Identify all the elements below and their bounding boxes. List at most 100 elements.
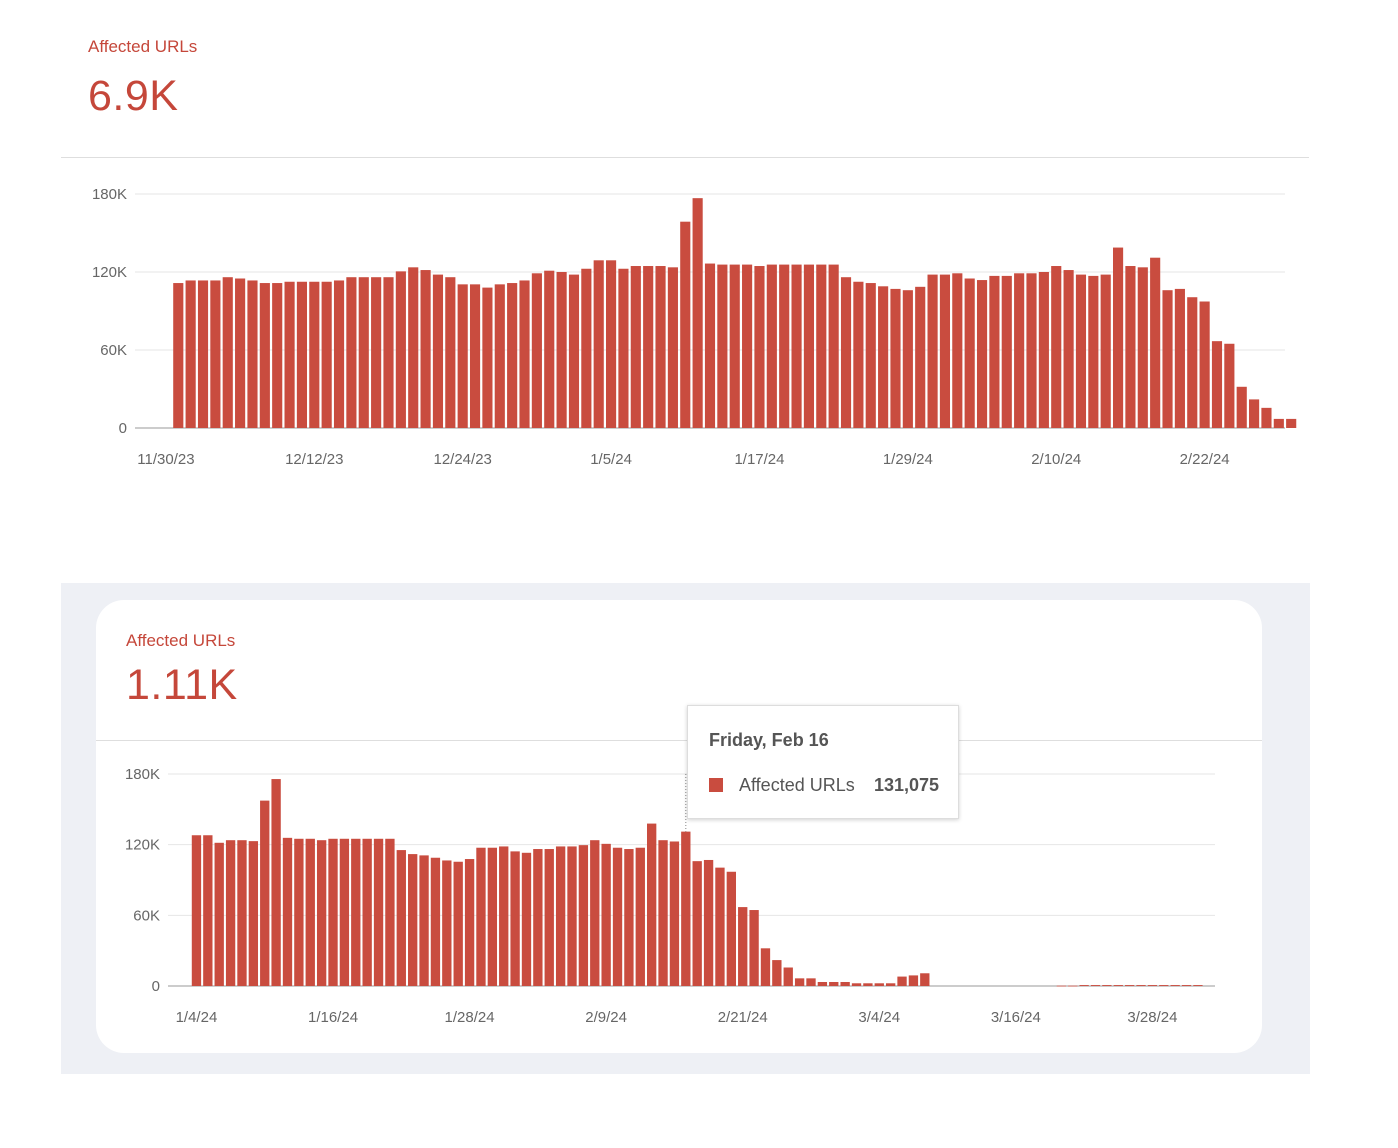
x-tick-label: 1/17/24 <box>734 451 784 468</box>
y-tick-label: 0 <box>119 420 127 437</box>
bar <box>494 284 505 428</box>
bar <box>442 860 452 986</box>
bar <box>371 277 382 428</box>
bar <box>840 277 852 428</box>
bottom-divider <box>96 740 1262 741</box>
bar <box>766 264 777 428</box>
bar <box>383 277 394 428</box>
bar <box>1286 418 1297 428</box>
bar <box>715 867 725 986</box>
bar <box>284 281 295 428</box>
bar <box>191 835 202 986</box>
bar <box>976 280 988 428</box>
bar <box>351 838 361 986</box>
y-tick-label: 180K <box>92 186 127 203</box>
x-tick-label: 12/12/23 <box>285 451 343 468</box>
bar <box>680 221 691 428</box>
bar <box>259 283 270 428</box>
bar <box>445 277 456 428</box>
bar <box>851 983 862 986</box>
bar <box>408 854 418 986</box>
tooltip-series-swatch <box>709 778 723 792</box>
bar <box>260 800 270 986</box>
bar <box>890 288 901 428</box>
bar <box>531 273 542 428</box>
bar <box>464 859 475 986</box>
bar <box>1124 985 1135 986</box>
bar <box>1174 288 1185 428</box>
bar <box>544 270 555 428</box>
bar <box>703 859 714 986</box>
bar <box>321 281 332 428</box>
bar <box>555 846 566 986</box>
bar <box>624 849 634 986</box>
bar <box>272 283 283 428</box>
bar <box>210 280 221 428</box>
top-bar-chart: 0 60K 120K 180K 11/30/23 12/12/23 12/24/23 1/5/… <box>92 186 1297 468</box>
bar <box>902 290 913 428</box>
bar <box>419 855 429 986</box>
bar <box>358 277 369 428</box>
bar <box>395 271 406 428</box>
bar <box>519 280 530 428</box>
bar <box>1088 275 1099 428</box>
bar <box>578 845 589 986</box>
bar <box>806 978 816 986</box>
bar <box>222 277 233 428</box>
bar <box>803 264 814 428</box>
bar <box>1113 985 1123 986</box>
bar <box>828 264 839 428</box>
bar <box>590 840 600 986</box>
bar <box>1147 985 1158 986</box>
bar <box>1090 985 1101 986</box>
bar <box>1125 266 1136 428</box>
bar <box>408 267 419 428</box>
bar <box>749 910 759 986</box>
x-tick-label: 2/22/24 <box>1180 451 1230 468</box>
bar <box>692 861 702 986</box>
bar <box>1187 297 1198 428</box>
bar <box>939 274 951 428</box>
x-tick-label: 1/29/24 <box>883 451 933 468</box>
chart-tooltip: Friday, Feb 16 Affected URLs 131,075 <box>687 705 959 819</box>
bar <box>185 280 196 428</box>
bar <box>1159 985 1169 986</box>
bar <box>915 286 926 428</box>
bar <box>874 983 884 986</box>
bar <box>1001 275 1012 428</box>
bar <box>658 840 668 986</box>
bar <box>533 849 543 986</box>
bar <box>655 266 666 428</box>
bar <box>203 835 213 986</box>
bar <box>863 983 873 986</box>
y-tick-label: 60K <box>133 907 160 924</box>
bar <box>346 277 357 428</box>
bar <box>385 838 395 986</box>
bar <box>1075 274 1087 428</box>
bar <box>927 274 938 428</box>
bar <box>294 838 304 986</box>
bar <box>865 283 876 428</box>
bar <box>1079 985 1089 986</box>
bar <box>197 280 209 428</box>
bar <box>1224 343 1235 428</box>
bar <box>606 260 617 428</box>
bar <box>373 838 384 986</box>
bar <box>510 851 520 986</box>
y-tick-label: 120K <box>92 264 127 281</box>
bar <box>794 978 805 986</box>
bar <box>704 263 716 428</box>
bar <box>271 779 281 986</box>
bar <box>499 846 509 986</box>
bar <box>1162 290 1173 428</box>
tooltip-value: 131,075 <box>874 775 940 795</box>
y-tick-label: 60K <box>100 342 127 359</box>
bar <box>760 948 771 986</box>
bar <box>1199 301 1210 428</box>
bar <box>430 857 441 986</box>
bar <box>432 274 444 428</box>
bar <box>630 266 641 428</box>
bar <box>1063 270 1074 428</box>
bar <box>729 264 740 428</box>
